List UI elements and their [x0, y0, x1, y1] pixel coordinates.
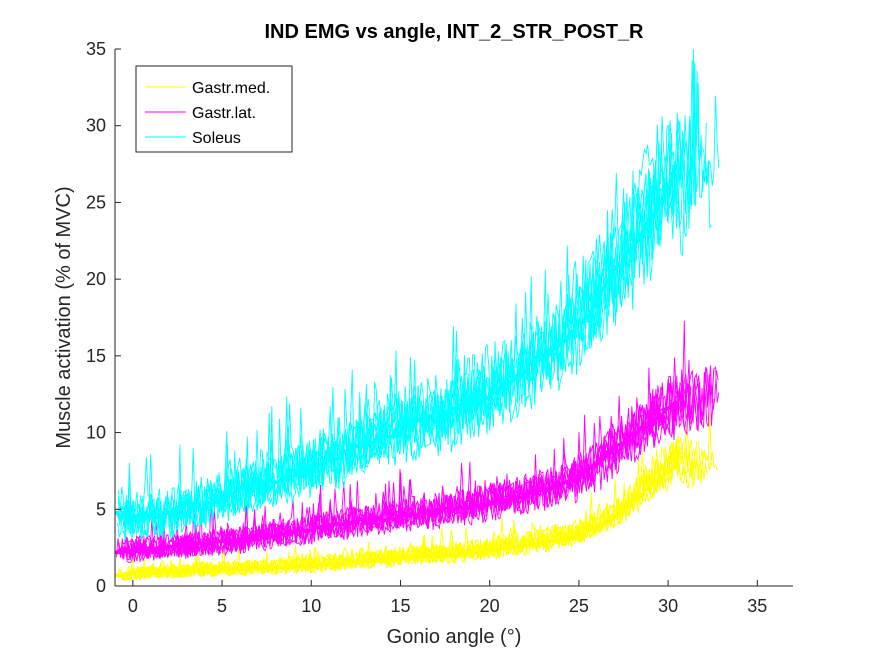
legend-label-gastr-lat: Gastr.lat. — [192, 105, 256, 122]
y-tick-label: 10 — [86, 423, 106, 443]
y-tick-label: 0 — [96, 576, 106, 596]
chart-title: IND EMG vs angle, INT_2_STR_POST_R — [265, 21, 645, 43]
x-tick-label: 15 — [390, 596, 410, 616]
y-tick-label: 35 — [86, 39, 106, 59]
y-tick-label: 25 — [86, 192, 106, 212]
y-tick-label: 30 — [86, 116, 106, 136]
x-axis-label: Gonio angle (°) — [387, 626, 522, 648]
mean-soleus — [114, 162, 679, 523]
x-tick-label: 20 — [480, 596, 500, 616]
legend-label-gastr-med: Gastr.med. — [192, 80, 270, 97]
series-layer — [114, 48, 720, 582]
x-tick-label: 10 — [301, 596, 321, 616]
x-tick-label: 25 — [569, 596, 589, 616]
x-tick-label: 30 — [658, 596, 678, 616]
trace-gastr-med-rep-7 — [119, 447, 718, 581]
trace-gastr-lat-rep-7 — [125, 386, 692, 563]
mean-gastr-lat — [114, 400, 678, 555]
axes-layer: 0 5 10 15 20 25 30 35 0 5 10 15 20 25 30 35 — [86, 39, 793, 616]
legend-label-soleus: Soleus — [192, 130, 241, 147]
y-axis-label: Muscle activation (% of MVC) — [53, 186, 75, 448]
y-tick-label: 5 — [96, 499, 106, 519]
x-tick-label: 0 — [128, 596, 138, 616]
x-tick-label: 5 — [217, 596, 227, 616]
legend-box — [135, 65, 293, 153]
trace-soleus-rep-6 — [122, 89, 698, 529]
legend: Gastr.med. Gastr.lat. Soleus — [135, 65, 293, 153]
y-tick-label: 15 — [86, 346, 106, 366]
mean-gastr-med — [114, 464, 678, 578]
x-tick-label: 35 — [747, 596, 767, 616]
y-tick-label: 20 — [86, 269, 106, 289]
trace-soleus-rep-1 — [122, 60, 712, 541]
